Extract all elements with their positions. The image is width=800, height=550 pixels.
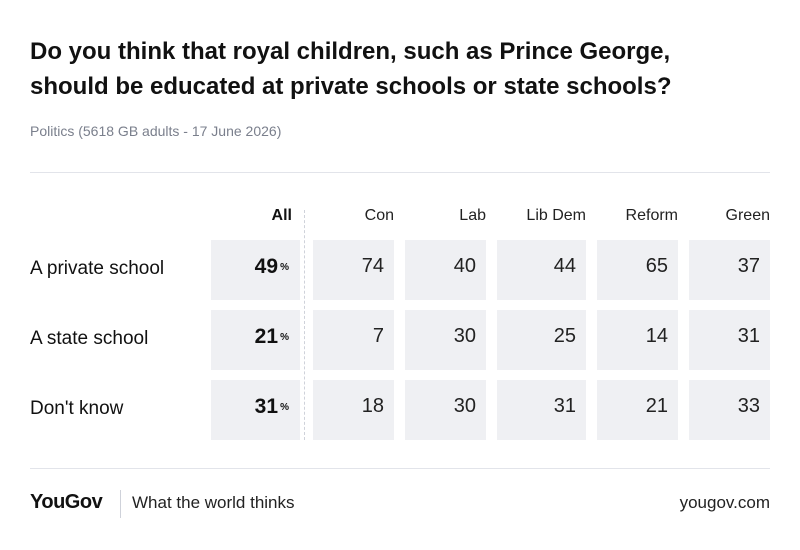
cell-lib-dem-don-t-know: 31 <box>497 380 586 440</box>
cell-value: 65 <box>645 255 668 277</box>
cell-all-a-private-school: 49% <box>211 240 300 300</box>
column-header-reform: Reform <box>625 207 678 224</box>
footer-separator <box>120 490 121 518</box>
column-header-lab: Lab <box>459 207 486 224</box>
all-column-divider <box>304 210 305 440</box>
row-label-a-state-school: A state school <box>30 328 149 349</box>
cell-value: 7 <box>372 325 384 347</box>
yougov-logo: YouGov <box>30 491 103 513</box>
cell-con-a-private-school: 74 <box>313 240 394 300</box>
bottom-divider <box>30 468 770 469</box>
cell-value: 21 <box>254 325 278 348</box>
cell-green-a-private-school: 37 <box>689 240 770 300</box>
cell-con-a-state-school: 7 <box>313 310 394 370</box>
cell-reform-a-private-school: 65 <box>597 240 678 300</box>
chart-title-line-2: should be educated at private schools or… <box>30 73 672 100</box>
cell-value: 31 <box>737 325 760 347</box>
cell-value: 44 <box>553 255 576 277</box>
cell-lab-don-t-know: 30 <box>405 380 486 440</box>
cell-value: 74 <box>361 255 384 277</box>
top-divider <box>30 172 770 173</box>
cell-lib-dem-a-state-school: 25 <box>497 310 586 370</box>
cell-value: 31 <box>254 395 278 418</box>
row-label-a-private-school: A private school <box>30 258 165 279</box>
cell-value: 25 <box>553 325 576 347</box>
cell-green-a-state-school: 31 <box>689 310 770 370</box>
cell-value: 18 <box>361 395 384 417</box>
cell-value: 49 <box>254 255 278 278</box>
cell-all-don-t-know: 31% <box>211 380 300 440</box>
cell-value: 37 <box>737 255 760 277</box>
percent-sign: % <box>280 332 289 343</box>
percent-sign: % <box>280 262 289 273</box>
cell-reform-don-t-know: 21 <box>597 380 678 440</box>
footer-url[interactable]: yougov.com <box>679 493 770 512</box>
column-header-con: Con <box>364 207 394 224</box>
percent-sign: % <box>280 402 289 413</box>
row-label-don-t-know: Don't know <box>30 398 124 419</box>
cell-lab-a-state-school: 30 <box>405 310 486 370</box>
chart-title-line-1: Do you think that royal children, such a… <box>30 38 671 65</box>
footer-tagline: What the world thinks <box>132 493 295 512</box>
cell-value: 30 <box>453 325 476 347</box>
cell-value: 40 <box>453 255 476 277</box>
cell-all-a-state-school: 21% <box>211 310 300 370</box>
cell-value: 33 <box>737 395 760 417</box>
chart-subtitle: Politics (5618 GB adults - 17 June 2026) <box>30 123 282 139</box>
cell-con-don-t-know: 18 <box>313 380 394 440</box>
column-header-green: Green <box>725 207 770 224</box>
cell-lib-dem-a-private-school: 44 <box>497 240 586 300</box>
cell-value: 31 <box>553 395 576 417</box>
column-header-all: All <box>271 207 292 224</box>
cell-value: 21 <box>645 395 668 417</box>
column-header-lib-dem: Lib Dem <box>526 207 586 224</box>
cell-green-don-t-know: 33 <box>689 380 770 440</box>
cell-lab-a-private-school: 40 <box>405 240 486 300</box>
chart-title: Do you think that royal children, such a… <box>30 34 770 104</box>
cell-value: 30 <box>453 395 476 417</box>
cell-reform-a-state-school: 14 <box>597 310 678 370</box>
cell-value: 14 <box>645 325 668 347</box>
